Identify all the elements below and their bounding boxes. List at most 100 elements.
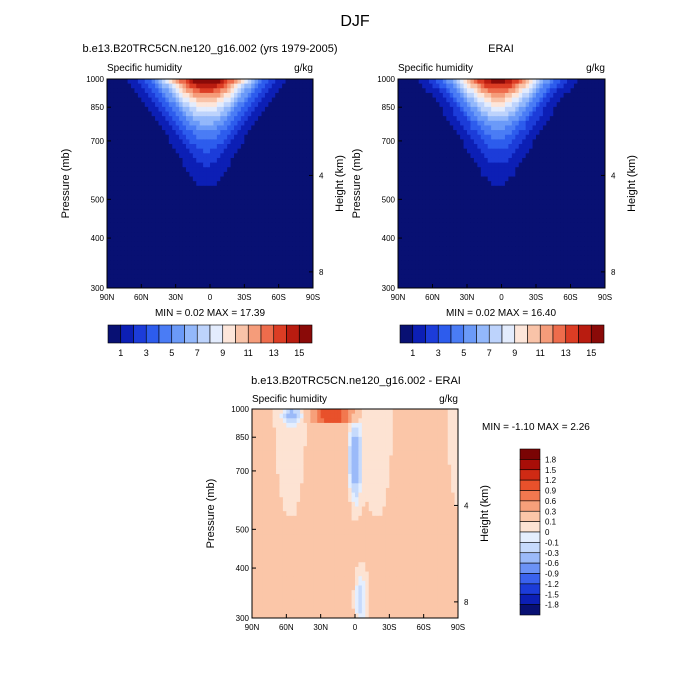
plot-cell xyxy=(278,157,283,163)
plot-cell xyxy=(271,148,276,154)
plot-cell xyxy=(278,79,283,85)
plot-cell xyxy=(518,130,523,136)
plot-cell xyxy=(425,232,430,238)
plot-cell xyxy=(275,125,280,131)
plot-cell xyxy=(504,162,509,168)
plot-cell xyxy=(429,199,433,205)
plot-cell xyxy=(549,227,554,233)
plot-cell xyxy=(282,227,286,233)
plot-cell xyxy=(251,236,256,242)
plot-cell xyxy=(282,97,286,103)
plot-cell xyxy=(185,181,190,187)
plot-cell xyxy=(539,232,544,238)
plot-cell xyxy=(192,232,197,238)
plot-cell xyxy=(446,246,451,252)
plot-cell xyxy=(411,241,416,247)
plot-cell xyxy=(463,204,468,210)
plot-cell xyxy=(189,130,194,136)
plot-cell xyxy=(148,241,153,247)
plot-cell xyxy=(185,204,190,210)
plot-cell xyxy=(216,199,221,205)
plot-cell xyxy=(175,181,180,187)
plot-cell xyxy=(418,250,423,256)
plot-cell xyxy=(508,209,513,215)
plot-cell xyxy=(179,274,183,280)
plot-cell xyxy=(264,157,269,163)
plot-cell xyxy=(141,92,146,98)
plot-cell xyxy=(179,260,183,266)
plot-cell xyxy=(110,116,115,122)
plot-cell xyxy=(282,167,286,173)
plot-cell xyxy=(522,134,527,140)
plot-cell xyxy=(439,222,444,229)
plot-cell xyxy=(456,148,461,154)
plot-cell xyxy=(131,120,135,126)
plot-cell xyxy=(601,218,606,224)
plot-cell xyxy=(196,204,201,210)
plot-cell xyxy=(477,199,482,205)
plot-cell xyxy=(292,227,297,233)
plot-cell xyxy=(456,162,461,168)
plot-cell xyxy=(192,218,197,224)
plot-cell xyxy=(175,116,180,122)
plot-cell xyxy=(240,269,245,275)
plot-cell xyxy=(247,269,252,275)
plot-cell xyxy=(473,83,478,89)
plot-cell xyxy=(439,139,444,145)
plot-cell xyxy=(165,241,170,247)
plot-cell xyxy=(161,102,166,108)
plot-cell xyxy=(522,139,527,145)
plot-cell xyxy=(213,106,218,112)
plot-cell xyxy=(131,227,135,233)
plot-cell xyxy=(518,199,523,205)
plot-cell xyxy=(415,209,420,215)
plot-cell xyxy=(237,116,242,122)
plot-cell xyxy=(591,171,596,177)
plot-cell xyxy=(598,209,602,215)
plot-cell xyxy=(189,92,194,98)
plot-cell xyxy=(542,139,547,145)
plot-cell xyxy=(210,148,214,154)
plot-cell xyxy=(137,88,142,94)
plot-cell xyxy=(577,157,582,163)
plot-cell xyxy=(411,171,416,177)
plot-cell xyxy=(504,88,509,94)
plot-cell xyxy=(408,209,413,215)
plot-cell xyxy=(456,181,461,187)
plot-cell xyxy=(172,157,177,163)
plot-cell xyxy=(309,139,314,145)
plot-cell xyxy=(415,218,420,224)
plot-cell xyxy=(525,88,530,94)
plot-cell xyxy=(216,92,221,98)
plot-cell xyxy=(556,241,561,247)
plot-cell xyxy=(161,83,166,89)
plot-cell xyxy=(299,125,304,131)
plot-cell xyxy=(247,176,252,182)
plot-cell xyxy=(573,92,578,98)
plot-cell xyxy=(113,241,118,247)
plot-cell xyxy=(199,213,204,219)
plot-cell xyxy=(247,102,252,108)
plot-cell xyxy=(546,246,551,252)
plot-cell xyxy=(203,106,207,112)
plot-cell xyxy=(107,195,111,201)
plot-cell xyxy=(473,157,478,163)
plot-cell xyxy=(227,167,231,173)
plot-cell xyxy=(268,106,273,112)
plot-cell xyxy=(155,176,159,182)
plot-cell xyxy=(144,167,149,173)
plot-cell xyxy=(278,181,283,187)
plot-cell xyxy=(213,264,218,270)
plot-cell xyxy=(192,209,197,215)
plot-cell xyxy=(161,181,166,187)
plot-cell xyxy=(223,260,228,266)
plot-cell xyxy=(288,260,293,266)
plot-cell xyxy=(570,213,575,219)
plot-cell xyxy=(570,79,575,85)
plot-cell xyxy=(411,130,416,136)
plot-cell xyxy=(213,157,218,163)
plot-cell xyxy=(182,134,187,140)
plot-cell xyxy=(117,162,122,168)
plot-cell xyxy=(117,260,122,266)
plot-cell xyxy=(172,236,177,242)
